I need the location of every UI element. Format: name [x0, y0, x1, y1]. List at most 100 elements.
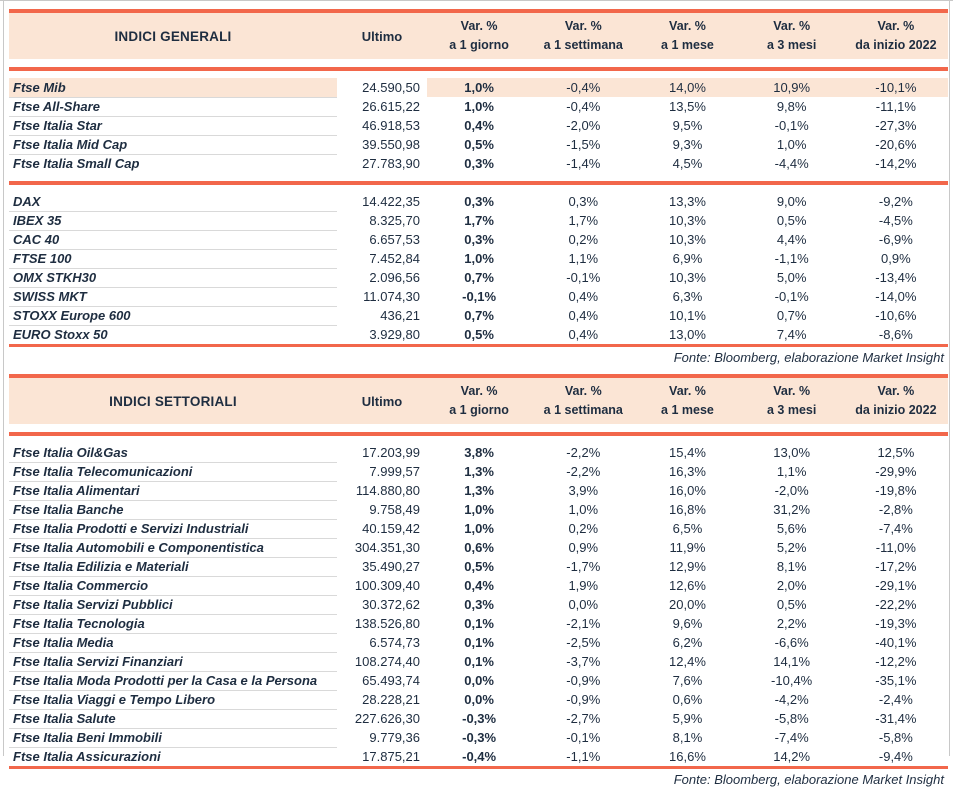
var-value: 0,1%	[464, 635, 494, 650]
var-value: 0,7%	[464, 308, 494, 323]
ultimo-value: 114.880,80	[355, 483, 420, 498]
var-header-line2: da inizio 2022	[855, 403, 937, 417]
var-value: 0,0%	[568, 597, 599, 612]
index-name: Ftse Italia Banche	[9, 500, 337, 520]
var-value: 14,1%	[773, 654, 811, 669]
var-value: -1,1%	[774, 251, 809, 266]
var-value: 0,3%	[464, 194, 494, 209]
ultimo-value: 26.615,22	[362, 99, 420, 114]
column-header-ultimo: Ultimo	[337, 378, 427, 424]
index-name: Ftse Italia Servizi Pubblici	[9, 595, 337, 615]
index-name: STOXX Europe 600	[9, 306, 337, 326]
var-value: -6,6%	[774, 635, 809, 650]
index-row: EURO Stoxx 50 3.929,80 0,5% 0,4% 13,0% 7,4% -8…	[9, 325, 948, 344]
var-value: 4,4%	[776, 232, 807, 247]
var-value: 16,0%	[669, 483, 706, 498]
var-value: -2,5%	[566, 635, 601, 650]
var-value: 0,1%	[464, 616, 494, 631]
var-value: -29,9%	[875, 464, 917, 479]
var-value: 6,2%	[672, 635, 703, 650]
var-value: 5,6%	[776, 521, 807, 536]
index-name: Ftse Italia Oil&Gas	[9, 443, 337, 463]
ultimo-value: 17.203,99	[362, 445, 420, 460]
var-value: 1,0%	[427, 78, 532, 97]
var-value: -6,9%	[878, 232, 913, 247]
var-header-line1: Var. %	[877, 384, 915, 398]
indici-settoriali-table: INDICI SETTORIALI Ultimo Var. % a 1 giorno V…	[9, 374, 948, 769]
var-value: -4,2%	[774, 692, 809, 707]
ultimo-value: 6.574,73	[369, 635, 420, 650]
var-value: -10,1%	[843, 78, 948, 97]
var-value: -2,4%	[878, 692, 913, 707]
ultimo-value: 30.372,62	[362, 597, 420, 612]
var-header-line1: Var. %	[669, 19, 706, 33]
var-value: 1,0%	[776, 137, 807, 152]
index-row: Ftse Italia Automobili e Componentistica…	[9, 538, 948, 558]
header-row: INDICI SETTORIALI Ultimo Var. % a 1 giorno V…	[9, 378, 948, 424]
var-value: 0,3%	[464, 232, 494, 247]
var-value: 13,5%	[669, 99, 706, 114]
var-value: -8,6%	[878, 327, 913, 342]
var-value: -0,4%	[531, 78, 636, 97]
ultimo-value: 14.422,35	[362, 194, 420, 209]
var-value: 20,0%	[669, 597, 706, 612]
var-value: 0,9%	[881, 251, 911, 266]
index-name: Ftse Italia Assicurazioni	[13, 749, 161, 765]
var-value: 16,8%	[669, 502, 706, 517]
var-value: 8,1%	[672, 730, 703, 745]
ultimo-value: 9.779,36	[369, 730, 420, 745]
ultimo-value: 46.918,53	[362, 118, 420, 133]
var-value: -7,4%	[878, 521, 913, 536]
var-value: -29,1%	[875, 578, 917, 593]
var-value: -0,1%	[462, 289, 497, 304]
column-header-var: Var. % a 1 mese	[635, 378, 740, 424]
table-top-rule	[9, 374, 948, 378]
ultimo-value: 2.096,56	[369, 270, 420, 285]
var-value: -5,8%	[774, 711, 809, 726]
var-value: 11,9%	[669, 540, 706, 555]
index-name: FTSE 100	[9, 249, 337, 269]
var-value: 14,2%	[773, 749, 811, 764]
var-value: 0,7%	[776, 308, 807, 323]
source-note-generali: Fonte: Bloomberg, elaborazione Market In…	[673, 350, 944, 365]
var-value: -35,1%	[875, 673, 917, 688]
index-row: IBEX 35 8.325,70 1,7% 1,7% 10,3% 0,5% -4,5%	[9, 211, 948, 231]
var-value: -2,1%	[566, 616, 601, 631]
var-value: 1,3%	[464, 483, 494, 498]
var-value: -2,0%	[774, 483, 809, 498]
var-value: -10,6%	[875, 308, 917, 323]
var-value: 10,9%	[739, 78, 844, 97]
var-value: -2,8%	[878, 502, 913, 517]
var-value: 15,4%	[669, 445, 706, 460]
var-value: -20,6%	[875, 137, 917, 152]
var-value: 0,0%	[464, 692, 494, 707]
var-value: -0,4%	[566, 99, 601, 114]
var-value: -17,2%	[875, 559, 917, 574]
ultimo-value: 100.309,40	[354, 578, 420, 593]
column-header-var: Var. % a 3 mesi	[739, 378, 844, 424]
index-row: Ftse Italia Beni Immobili 9.779,36 -0,3% -0…	[9, 728, 948, 748]
var-header-line1: Var. %	[669, 384, 706, 398]
var-value: 1,9%	[568, 578, 599, 593]
var-value: 5,2%	[776, 540, 807, 555]
var-value: 1,1%	[568, 251, 599, 266]
index-name: Ftse Italia Alimentari	[9, 481, 337, 501]
var-value: 0,4%	[568, 308, 599, 323]
indices-table: INDICI GENERALI Ultimo Var. % a 1 giorno Var…	[9, 13, 948, 344]
index-name: EURO Stoxx 50	[13, 327, 108, 343]
var-value: 0,5%	[776, 597, 807, 612]
column-header-var: Var. % a 1 giorno	[427, 378, 532, 424]
ultimo-value: 24.590,50	[362, 80, 420, 95]
index-row: Ftse Mib 24.590,50 1,0% -0,4% 14,0% 10,9% -10,…	[9, 78, 948, 98]
var-value: 0,2%	[568, 232, 599, 247]
index-row: Ftse Italia Viaggi e Tempo Libero 28.228,…	[9, 690, 948, 710]
index-row: Ftse Italia Tecnologia 138.526,80 0,1% -2,1…	[9, 614, 948, 634]
var-value: 13,0%	[773, 445, 811, 460]
var-value: 0,1%	[464, 654, 494, 669]
ultimo-value: 39.550,98	[362, 137, 420, 152]
var-value: -19,3%	[875, 616, 917, 631]
index-name: Ftse Italia Media	[9, 633, 337, 653]
var-value: 4,5%	[672, 156, 703, 171]
column-header-var: Var. % a 1 mese	[635, 13, 740, 59]
index-name: Ftse Italia Commercio	[9, 576, 337, 596]
